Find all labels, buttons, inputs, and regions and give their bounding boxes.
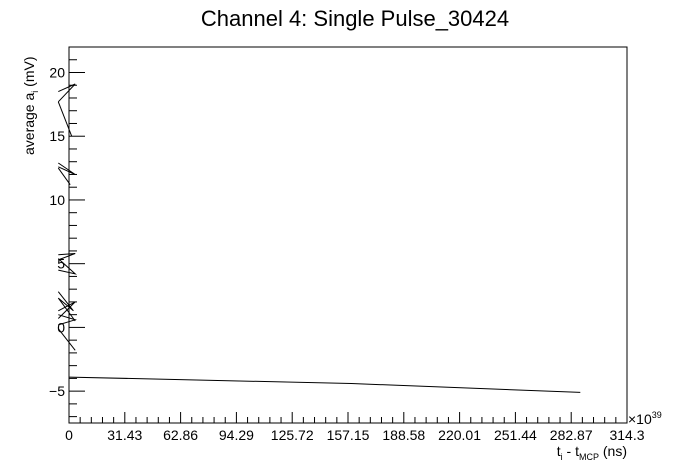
- x-tick-label: 125.72: [271, 427, 314, 443]
- x-axis-label: ti - tMCP (ns): [557, 443, 627, 462]
- y-tick-label: −5: [49, 383, 65, 399]
- x-tick-label: 314.3: [609, 427, 644, 443]
- series-line: [58, 314, 77, 326]
- y-tick-label: 10: [49, 192, 65, 208]
- x-tick-label: 188.58: [382, 427, 425, 443]
- x-tick-label: 157.15: [327, 427, 370, 443]
- chart-title: Channel 4: Single Pulse_30424: [201, 6, 509, 31]
- x-tick-label: 0: [65, 427, 73, 443]
- y-tick-label: 0: [57, 319, 65, 335]
- series-line: [57, 83, 76, 103]
- plot-frame: [68, 46, 628, 424]
- x-tick-label: 282.87: [550, 427, 593, 443]
- series-line: [68, 376, 581, 393]
- x-tick-label: 62.86: [163, 427, 198, 443]
- series-line: [57, 328, 76, 351]
- y-tick-label: 20: [49, 64, 65, 80]
- series-line: [57, 258, 77, 275]
- y-tick-label: 15: [49, 128, 65, 144]
- series-line: [57, 167, 71, 185]
- series-line: [57, 301, 76, 319]
- x-tick-label: 220.01: [438, 427, 481, 443]
- y-axis-label: average ai (mV): [21, 57, 40, 156]
- series-line: [58, 253, 76, 261]
- y-tick-label: 5: [57, 256, 65, 272]
- x-ticks: 0 31.43 62.86 94.29 125.72 157.15 188.58 220.01…: [65, 412, 645, 443]
- x-tick-label: 31.43: [107, 427, 142, 443]
- series-line: [57, 101, 73, 137]
- x-tick-label: 94.29: [219, 427, 254, 443]
- x-tick-label: 251.44: [494, 427, 537, 443]
- x-exponent-label: ×1039: [628, 410, 662, 427]
- data-series: [57, 83, 581, 393]
- series-line: [58, 162, 76, 175]
- y-ticks: −5 0 5 10 15 20: [49, 46, 85, 418]
